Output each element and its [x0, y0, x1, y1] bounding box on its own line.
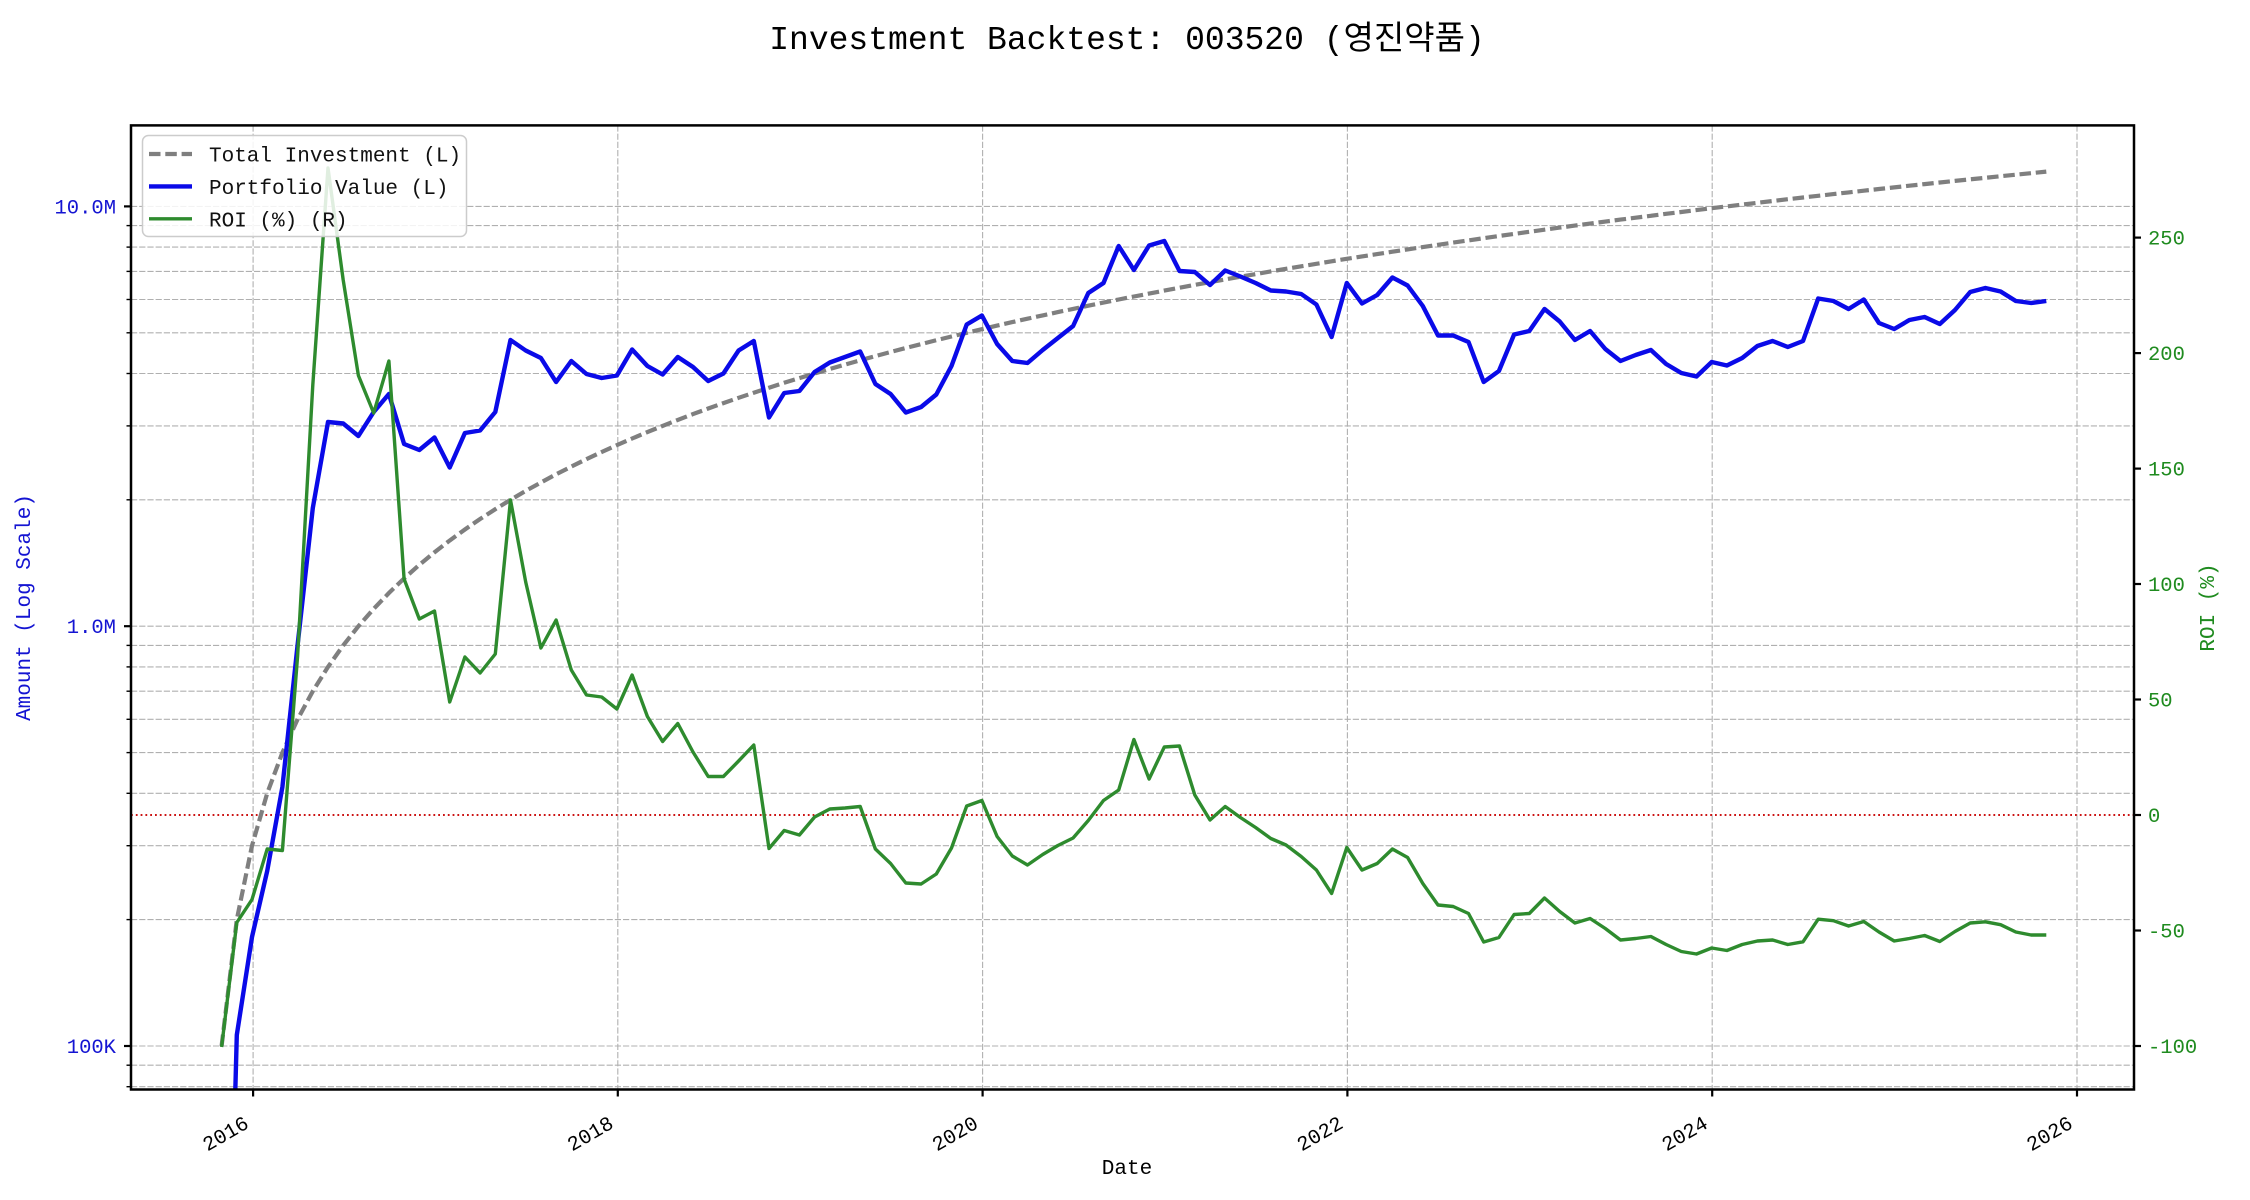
svg-text:-100: -100 [2148, 1037, 2197, 1060]
svg-text:ROI (%): ROI (%) [2198, 563, 2221, 651]
svg-text:Total Investment (L): Total Investment (L) [209, 146, 461, 169]
svg-text:1.0M: 1.0M [67, 617, 116, 640]
svg-text:10.0M: 10.0M [54, 197, 116, 220]
svg-text:Investment Backtest: 003520 (영: Investment Backtest: 003520 (영진약품) [769, 21, 1485, 59]
svg-text:200: 200 [2148, 344, 2185, 367]
svg-text:100: 100 [2148, 575, 2185, 598]
svg-text:ROI (%) (R): ROI (%) (R) [209, 210, 348, 233]
svg-text:250: 250 [2148, 229, 2185, 252]
svg-text:150: 150 [2148, 460, 2185, 483]
svg-text:Amount (Log Scale): Amount (Log Scale) [14, 494, 37, 721]
svg-text:-50: -50 [2148, 922, 2185, 945]
svg-text:0: 0 [2148, 806, 2160, 829]
svg-text:Portfolio Value (L): Portfolio Value (L) [209, 178, 448, 201]
svg-text:Date: Date [1102, 1158, 1152, 1181]
svg-text:50: 50 [2148, 691, 2173, 714]
svg-text:100K: 100K [67, 1037, 117, 1060]
